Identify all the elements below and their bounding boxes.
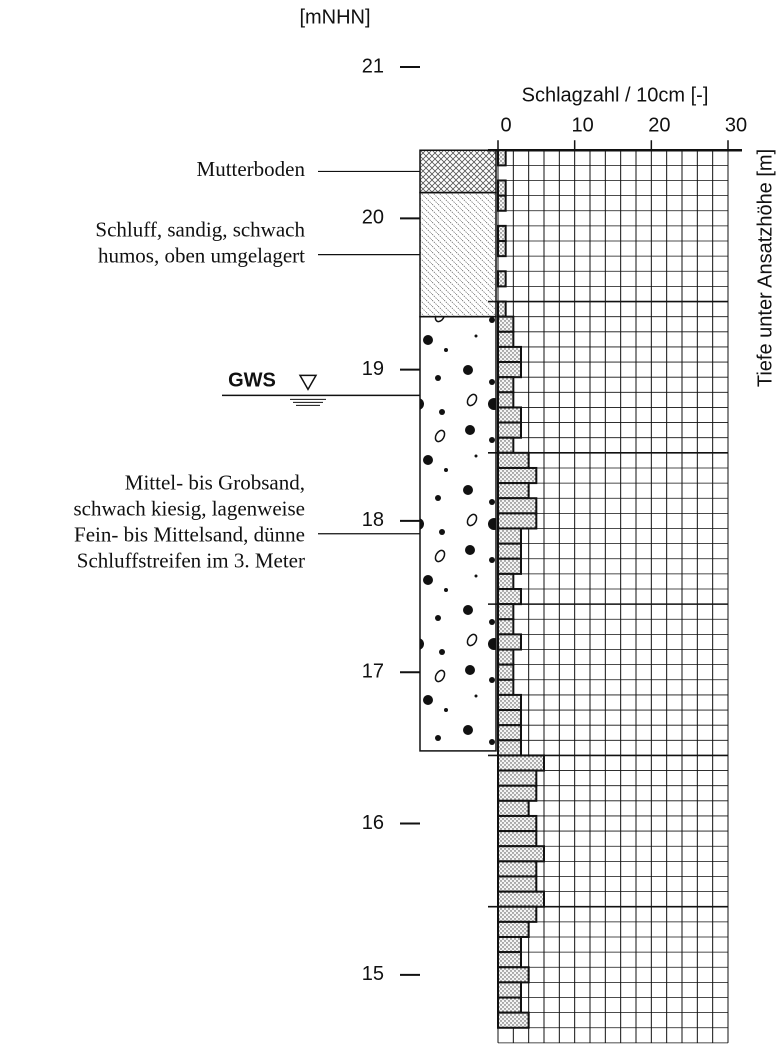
blow-count-bar <box>498 740 521 755</box>
blow-count-bar <box>498 453 529 468</box>
elevation-tick-label: 16 <box>362 812 384 834</box>
soil-layer <box>420 150 496 192</box>
blow-count-bar <box>498 665 513 680</box>
blow-count-bar <box>498 801 529 816</box>
blow-count-bar <box>498 528 521 543</box>
blow-count-bar <box>498 998 521 1013</box>
layer-label: Mittel- bis Grobsand, <box>125 471 305 495</box>
elevation-label: [mNHN] <box>299 6 370 28</box>
chart: [mNHN] Schlagzahl / 10cm [-] Tiefe unter… <box>0 0 778 1058</box>
blow-count-bar <box>498 317 513 332</box>
blow-count-bar <box>498 196 506 211</box>
elevation-tick-label: 21 <box>362 55 384 77</box>
blow-count-bar <box>498 892 544 907</box>
blow-count-bar <box>498 876 536 891</box>
blow-count-bar <box>498 680 513 695</box>
blow-count-bar <box>498 922 529 937</box>
x-tick-label: 30 <box>725 114 747 136</box>
layer-label: humos, oben umgelagert <box>98 243 305 267</box>
layer-label: Schluff, sandig, schwach <box>95 217 305 241</box>
soil-layer <box>420 317 496 751</box>
blow-count-bar <box>498 650 513 665</box>
blow-count-bar <box>498 302 506 317</box>
blow-count-bar <box>498 816 536 831</box>
soil-layer <box>420 193 496 317</box>
blow-count-bar <box>498 150 506 165</box>
blow-count-bar <box>498 1013 529 1028</box>
blow-count-bar <box>498 589 521 604</box>
blow-count-bar <box>498 468 536 483</box>
blow-count-bar <box>498 362 521 377</box>
blow-count-bar <box>498 786 536 801</box>
blow-count-bar <box>498 574 513 589</box>
blow-count-bar <box>498 241 506 256</box>
blow-count-bar <box>498 604 513 619</box>
blow-count-bar <box>498 967 529 982</box>
elevation-tick-label: 19 <box>362 358 384 380</box>
blow-count-bar <box>498 710 521 725</box>
blow-count-bar <box>498 377 513 392</box>
blow-count-bar <box>498 952 521 967</box>
layer-label: Mutterboden <box>197 157 306 181</box>
x-tick-label: 10 <box>572 114 594 136</box>
x-axis-title: Schlagzahl / 10cm [-] <box>522 84 709 106</box>
groundwater-label: GWS <box>228 370 276 392</box>
blow-count-bar <box>498 937 521 952</box>
elevation-tick-label: 17 <box>362 661 384 683</box>
blow-count-bar <box>498 180 506 195</box>
blow-count-bar <box>498 755 544 770</box>
blow-count-bar <box>498 407 521 422</box>
layer-label: Schluffstreifen im 3. Meter <box>77 549 305 573</box>
blow-count-bar <box>498 831 536 846</box>
blow-count-bar <box>498 634 521 649</box>
blow-count-bar <box>498 861 536 876</box>
blow-count-bar <box>498 513 536 528</box>
blow-count-bar <box>498 438 513 453</box>
x-tick-label: 20 <box>648 114 670 136</box>
blow-count-bar <box>498 771 536 786</box>
blow-count-bar <box>498 907 536 922</box>
blow-count-bar <box>498 725 521 740</box>
groundwater-symbol <box>300 375 316 389</box>
y-axis-title: Tiefe unter Ansatzhöhe [m] <box>754 149 776 387</box>
blow-count-bar <box>498 498 536 513</box>
blow-count-bar <box>498 982 521 997</box>
blow-count-bar <box>498 544 521 559</box>
blow-count-bar <box>498 695 521 710</box>
blow-count-bar <box>498 619 513 634</box>
elevation-tick-label: 20 <box>362 207 384 229</box>
layer-label: schwach kiesig, lagenweise <box>73 497 305 521</box>
blow-count-bar <box>498 332 513 347</box>
blow-count-bar <box>498 226 506 241</box>
blow-count-bar <box>498 423 521 438</box>
x-tick-label: 0 <box>500 114 511 136</box>
blow-count-bar <box>498 846 544 861</box>
blow-count-bar <box>498 483 529 498</box>
blow-count-bar <box>498 347 521 362</box>
layer-label: Fein- bis Mittelsand, dünne <box>74 523 305 547</box>
elevation-tick-label: 15 <box>362 963 384 985</box>
elevation-tick-label: 18 <box>362 509 384 531</box>
blow-count-bar <box>498 271 506 286</box>
blow-count-bar <box>498 392 513 407</box>
blow-count-bar <box>498 559 521 574</box>
